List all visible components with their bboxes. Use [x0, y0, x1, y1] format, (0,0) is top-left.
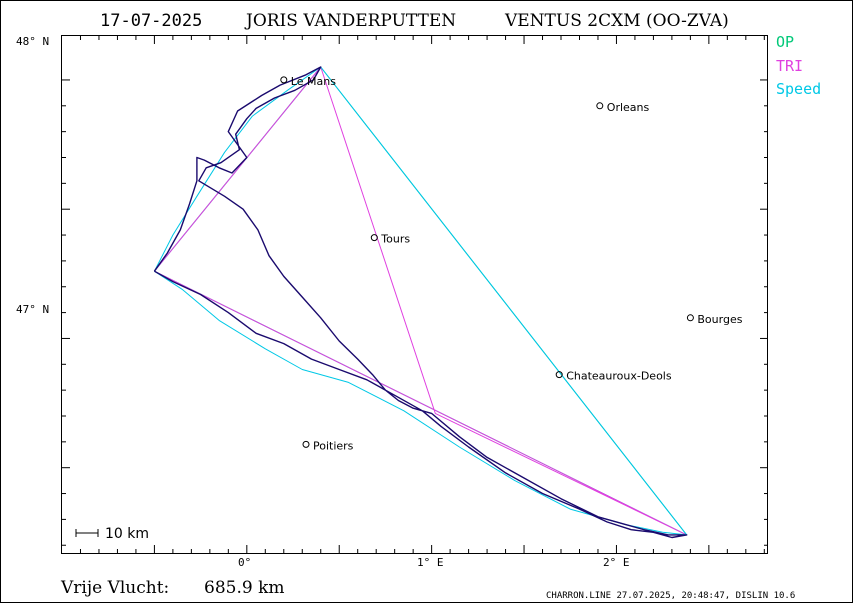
- city-marker-icon: [370, 234, 378, 242]
- series-track: [153, 66, 688, 539]
- city-label: Le Mans: [291, 75, 336, 88]
- lat-label-48: 48° N: [16, 35, 49, 48]
- city-marker-icon: [555, 371, 563, 379]
- lon-label-0: 0°: [238, 556, 251, 569]
- city-label: Chateauroux-Deols: [566, 370, 672, 383]
- lon-label-1e: 1° E: [417, 556, 444, 569]
- city-marker-icon: [596, 102, 604, 110]
- city-marker-icon: [686, 314, 694, 322]
- scale-bar: [75, 529, 99, 537]
- lon-label-2e: 2° E: [603, 556, 630, 569]
- series-layer: [153, 66, 688, 539]
- axis-ticks: [62, 36, 768, 553]
- legend-tri: TRI: [776, 57, 803, 75]
- distance-label: Vrije Vlucht:: [60, 578, 169, 598]
- legend-speed: Speed: [776, 80, 821, 98]
- scale-label: 10 km: [105, 526, 149, 542]
- series-tri: [154, 66, 688, 536]
- city-layer: Le Mans Orleans Tours Bourges Chateauroux-De…: [280, 75, 743, 452]
- distance-value: 685.9 km: [204, 578, 285, 598]
- city-marker-icon: [302, 440, 310, 448]
- glider-name: VENTUS 2CXM (OO-ZVA): [504, 11, 729, 31]
- city-label: Tours: [380, 233, 410, 246]
- city-label: Poitiers: [313, 439, 354, 452]
- city-marker-icon: [280, 76, 288, 84]
- footer-info: CHARRON.LINE 27.07.2025, 20:48:47, DISLI…: [546, 591, 795, 601]
- legend-op: OP: [776, 33, 794, 51]
- pilot-name: JORIS VANDERPUTTEN: [244, 11, 456, 31]
- plot-frame: [61, 35, 768, 554]
- lat-label-47: 47° N: [16, 303, 49, 316]
- city-label: Bourges: [697, 313, 742, 326]
- flight-date: 17-07-2025: [100, 11, 202, 31]
- city-label: Orleans: [607, 101, 650, 114]
